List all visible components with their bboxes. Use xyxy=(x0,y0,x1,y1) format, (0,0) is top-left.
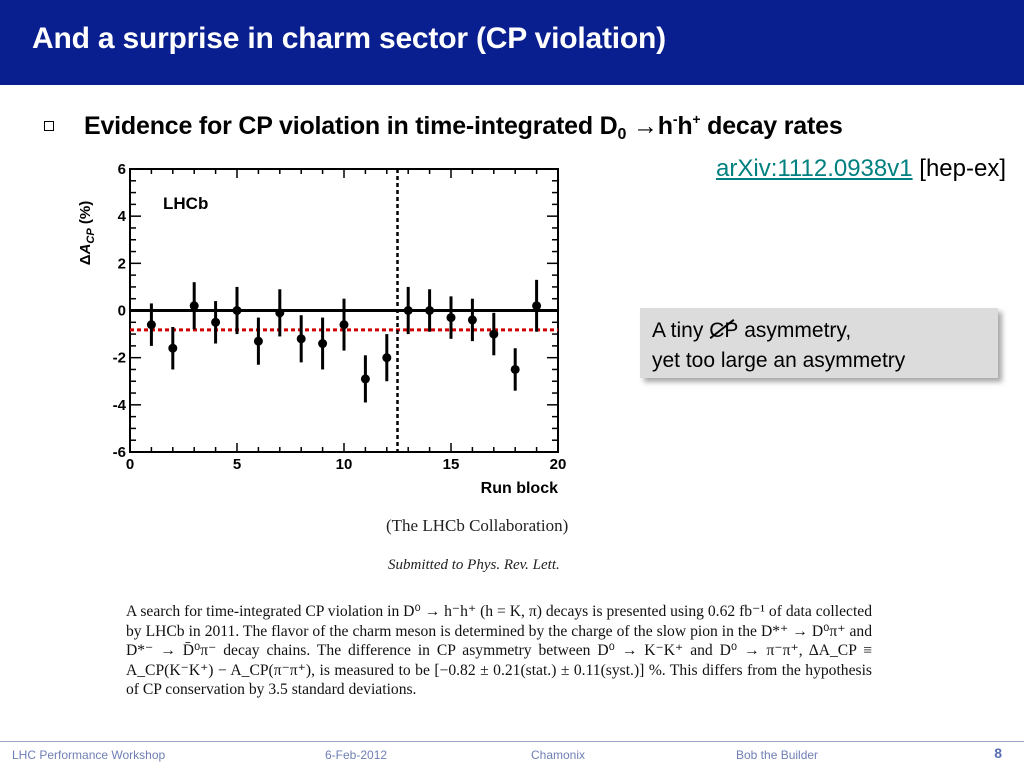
y-tick-label: 0 xyxy=(118,303,126,320)
x-tick-label: 0 xyxy=(126,456,134,473)
x-tick-label: 10 xyxy=(336,456,353,473)
callout-line-2: yet too large an asymmetry xyxy=(652,349,906,372)
reference-tag: [hep-ex] xyxy=(912,155,1006,182)
reference: arXiv:1112.0938v1 [hep-ex] xyxy=(716,155,1006,183)
collaboration-line: (The LHCb Collaboration) xyxy=(386,516,569,535)
delta-acp-chart: 0 5 10 15 20 -6 -4 -2 0 2 4 6 LHCb Run block ΔACP (… xyxy=(77,161,567,497)
data-point xyxy=(296,334,306,344)
footer-place: Chamonix xyxy=(531,748,586,762)
data-point xyxy=(360,374,370,384)
y-tick-label: 4 xyxy=(118,208,127,225)
cp-strikethrough: CP xyxy=(709,316,738,346)
data-point xyxy=(382,353,392,363)
abstract: A search for time-integrated CP violatio… xyxy=(126,603,872,699)
submitted-line: Submitted to Phys. Rev. Lett. xyxy=(388,557,560,573)
data-point xyxy=(146,320,156,330)
title-bar: And a surprise in charm sector (CP viola… xyxy=(0,0,1024,85)
data-point xyxy=(532,301,542,311)
y-tick-label: 2 xyxy=(118,255,126,272)
footer-author: Bob the Builder xyxy=(736,748,819,762)
arxiv-link[interactable]: arXiv:1112.0938v1 xyxy=(716,155,913,182)
bullet-text: Evidence for CP violation in time-integr… xyxy=(84,111,843,143)
footer-date: 6-Feb-2012 xyxy=(325,748,388,762)
callout-box: A tiny CP asymmetry, yet too large an as… xyxy=(640,308,998,378)
y-axis-label: ΔACP (%) xyxy=(77,201,97,265)
data-point xyxy=(467,315,477,325)
slide-title: And a surprise in charm sector (CP viola… xyxy=(32,22,666,55)
data-point xyxy=(253,336,263,346)
square-bullet-icon xyxy=(44,121,54,131)
data-point xyxy=(189,301,199,311)
data-point xyxy=(232,306,242,315)
data-point xyxy=(318,339,328,349)
x-tick-label: 15 xyxy=(443,456,460,473)
y-tick-label: 6 xyxy=(118,161,126,178)
footer-workshop: LHC Performance Workshop xyxy=(12,748,166,762)
callout-line-1: A tiny CP asymmetry, xyxy=(652,316,986,346)
page-number: 8 xyxy=(994,745,1002,761)
data-point xyxy=(510,364,520,374)
data-point xyxy=(489,329,499,339)
data-point xyxy=(339,320,349,330)
y-tick-label: -6 xyxy=(113,444,126,461)
data-point xyxy=(403,306,413,315)
x-tick-label: 5 xyxy=(233,456,241,473)
data-point xyxy=(425,306,435,315)
y-tick-label: -4 xyxy=(113,397,127,414)
data-point xyxy=(446,313,456,323)
data-point xyxy=(211,317,221,327)
y-tick-label: -2 xyxy=(113,350,126,367)
footer-divider xyxy=(0,741,1024,742)
x-tick-label: 20 xyxy=(550,456,567,473)
data-point xyxy=(275,308,285,318)
data-point xyxy=(168,343,178,353)
lhcb-label: LHCb xyxy=(163,194,208,213)
x-axis-label: Run block xyxy=(481,480,558,497)
